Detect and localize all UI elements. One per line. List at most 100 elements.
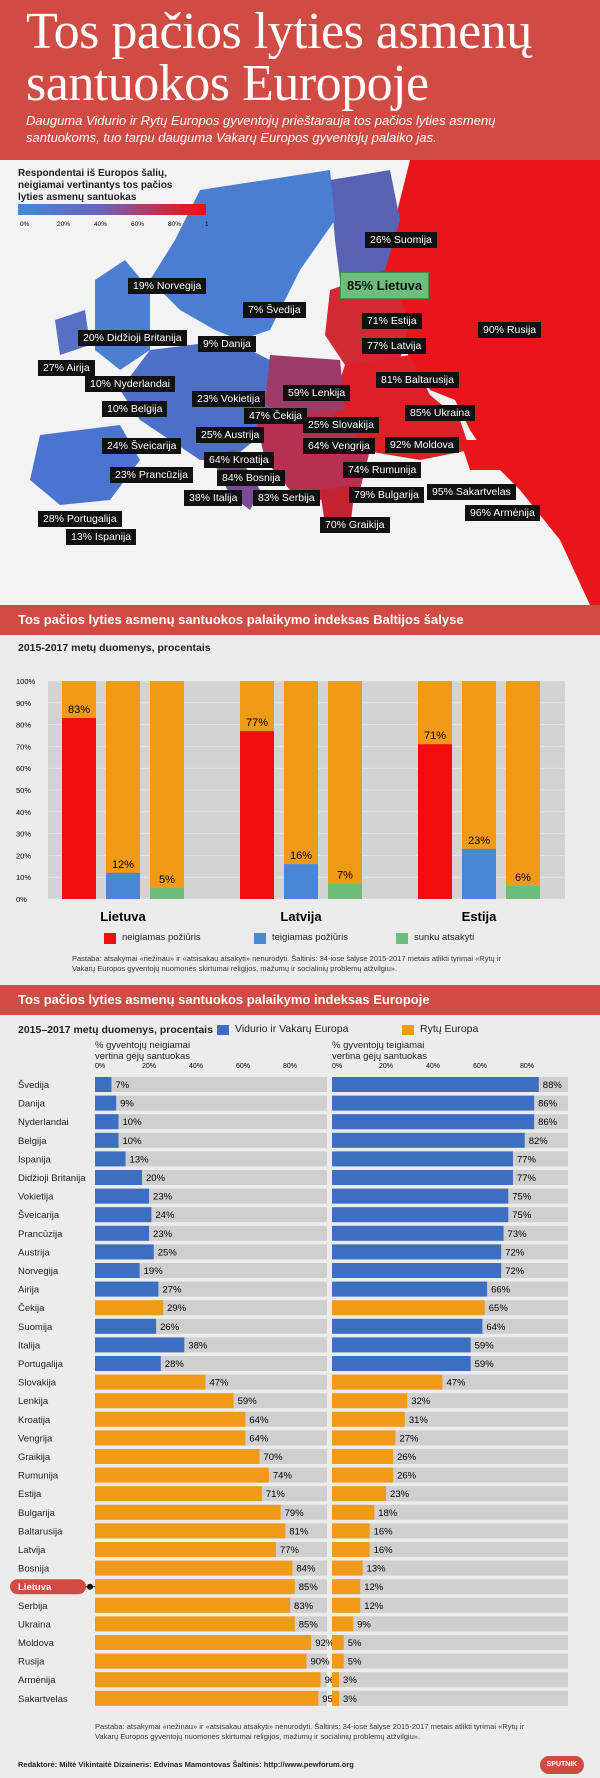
bar-negative-value: 10%: [123, 1136, 143, 1147]
bar-negative-value: 23%: [153, 1229, 173, 1240]
legend-east: Rytų Europa: [420, 1023, 479, 1035]
bar-track-positive: [332, 1486, 568, 1502]
baltic-legend: neigiamas požiūris teigiamas požiūris su…: [0, 932, 600, 950]
bar-positive: [332, 1653, 344, 1669]
map-region-belarus-ukraine: [330, 355, 470, 460]
europe-note: Pastaba: atsakymai «nežinau» ir «atsisak…: [95, 1722, 524, 1741]
bar-negative-value: 23%: [153, 1192, 173, 1203]
legend-swatch-positive: [254, 933, 266, 944]
bar-value-label: 6%: [515, 872, 531, 884]
bar-positive: [332, 1690, 340, 1706]
bar-track-negative: [95, 1132, 327, 1148]
bar-track-positive: [332, 1597, 568, 1613]
bar-positive: [332, 1467, 394, 1483]
bar-negative: [95, 1132, 119, 1148]
map-country-label: 85% Ukraina: [405, 405, 476, 421]
map-country-label: 81% Baltarusija: [376, 372, 459, 388]
bar-track-negative: [95, 1225, 327, 1241]
y-tick-label: 90%: [16, 699, 31, 708]
bar-negative-value: 47%: [209, 1378, 229, 1389]
bar-negative-value: 85%: [299, 1582, 319, 1593]
map-country-label: 26% Suomija: [365, 232, 437, 248]
x-tick-label: 40%: [189, 1063, 203, 1070]
x-tick-label: 60%: [473, 1063, 487, 1070]
bar-positive-value: 65%: [489, 1303, 509, 1314]
map-country-label: 25% Slovakija: [303, 417, 379, 433]
header: Tos pačios lyties asmenų santuokos Europ…: [0, 0, 600, 160]
legend-west-swatch: [217, 1025, 229, 1035]
map-country-label: 59% Lenkija: [283, 385, 351, 401]
country-label: Estija: [18, 1489, 42, 1500]
bar-negative: [95, 1430, 246, 1446]
bar-remainder: [150, 681, 184, 899]
bar-positive: [332, 1616, 354, 1632]
baltic-bar-chart: 0% 10% 20% 30% 40% 50% 60% 70% 80% 90% 100% 83% 12% 5…: [16, 677, 565, 924]
bar-positive-value: 47%: [446, 1378, 466, 1389]
bar-negative: [95, 1244, 154, 1260]
bar: [240, 731, 274, 899]
map-country-label: 10% Nyderlandai: [85, 376, 175, 392]
bar-negative: [95, 1467, 269, 1483]
bar: [506, 885, 540, 899]
bar-value-label: 7%: [337, 870, 353, 882]
bar-negative-value: 20%: [146, 1173, 166, 1184]
bar-positive: [332, 1225, 504, 1241]
country-label: Portugalija: [18, 1359, 64, 1370]
bar: [62, 718, 96, 899]
country-label: Suomija: [18, 1322, 53, 1333]
x-tick-label: 80%: [283, 1063, 297, 1070]
europe-section-title: Tos pačios lyties asmenų santuokos palai…: [0, 985, 600, 1015]
y-tick-label: 80%: [16, 721, 31, 730]
bar-positive-value: 5%: [348, 1657, 362, 1668]
bar-remainder: [506, 681, 540, 899]
map-country-label: 9% Danija: [198, 336, 256, 352]
y-tick-label: 100%: [16, 677, 36, 686]
x-tick-label: 80%: [520, 1063, 534, 1070]
country-label: Graikija: [18, 1452, 51, 1463]
country-label: Serbija: [18, 1601, 48, 1612]
bar-negative: [95, 1411, 246, 1427]
map-region-russia: [380, 160, 600, 605]
europe-subtitle: 2015–2017 metų duomenys, procentais: [18, 1024, 213, 1036]
bar-negative: [95, 1523, 286, 1539]
bar-positive: [332, 1504, 375, 1520]
bar-positive-value: 86%: [538, 1099, 558, 1110]
map-country-label: 96% Armėnija: [465, 505, 540, 521]
bar-negative: [95, 1356, 161, 1371]
scale-tick-label: 20%: [57, 221, 70, 228]
map-country-label: 71% Estija: [362, 313, 422, 329]
map-country-label: 23% Prancūzija: [110, 467, 193, 483]
bar-positive: [332, 1597, 361, 1613]
bar-remainder: [106, 681, 140, 899]
bar-positive: [332, 1486, 387, 1502]
x-tick-label: 0%: [95, 1063, 105, 1070]
map-country-label: 79% Bulgarija: [349, 487, 424, 503]
map-country-label: 24% Šveicarija: [102, 438, 182, 454]
bar-negative: [95, 1486, 262, 1502]
scale-tick-label: 40%: [94, 221, 107, 228]
bar-positive-value: 9%: [357, 1619, 371, 1630]
bar-positive-value: 75%: [512, 1210, 532, 1221]
country-label: Rusija: [18, 1657, 45, 1668]
y-tick-label: 30%: [16, 830, 31, 839]
bar-negative: [95, 1318, 157, 1334]
bar-positive-value: 27%: [399, 1433, 419, 1444]
bar-negative-value: 9%: [120, 1099, 134, 1110]
x-category-label: Estija: [462, 909, 497, 924]
bar-value-label: 16%: [290, 850, 312, 862]
map-country-label: 83% Serbija: [253, 490, 320, 506]
bar-track-positive: [332, 1635, 568, 1650]
bar-negative: [95, 1263, 140, 1278]
bar-negative-value: 13%: [130, 1154, 150, 1165]
bar-negative: [95, 1300, 164, 1316]
bar-value-label: 71%: [424, 730, 446, 742]
bar-positive-value: 3%: [343, 1694, 357, 1705]
x-tick-label: 0%: [332, 1063, 342, 1070]
country-label: Sakartvelas: [18, 1694, 68, 1705]
bar-positive: [332, 1263, 502, 1278]
bar-positive-value: 32%: [411, 1396, 431, 1407]
bar-positive-value: 26%: [397, 1471, 417, 1482]
bar-negative-value: 64%: [249, 1433, 269, 1444]
bar-negative: [95, 1188, 150, 1204]
bar-positive: [332, 1672, 340, 1688]
